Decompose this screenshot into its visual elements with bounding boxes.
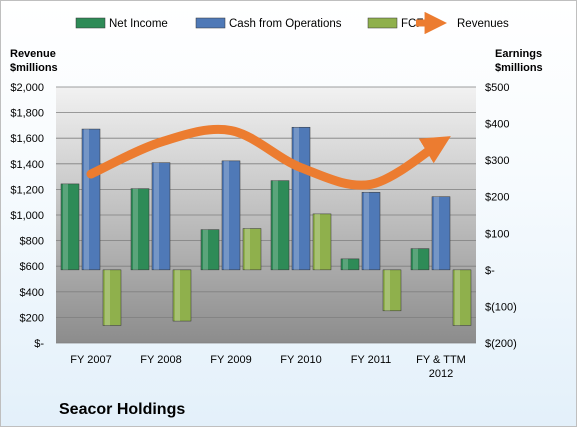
right-tick-label: $400 [485,119,509,131]
bar-highlight [455,269,460,326]
right-tick-label: $(200) [485,338,517,350]
bar-cash-from-operations [81,128,101,271]
bar-highlight [133,188,138,270]
bar-fcf [102,269,122,326]
left-tick-label: $1,400 [10,159,44,171]
bar-net-income [60,183,80,271]
revenue-line-path [86,124,451,190]
bar-fcf [452,269,472,326]
bar-net-income [340,258,360,271]
x-tick-label: FY & TTM [416,354,466,366]
bar-highlight [315,213,320,270]
bar-highlight [84,129,89,270]
bar-highlight [63,183,68,270]
bar-highlight [105,269,110,326]
chart-title: Seacor Holdings [59,401,185,418]
bar-fcf [312,213,332,271]
x-tick-label: FY 2007 [70,354,111,366]
right-axis-title-line2: $millions [495,62,543,74]
right-tick-label: $- [485,265,495,277]
left-tick-label: $600 [20,261,44,273]
legend-label-net-income: Net Income [109,18,168,30]
bar-fcf [172,269,192,322]
legend-swatch-net-income [75,17,106,29]
legend-label-cash-from-operations: Cash from Operations [229,18,342,30]
legend: Net Income Cash from Operations FCF Revenue… [75,11,509,35]
legend-label-revenues: Revenues [457,18,509,30]
legend-swatch-cash-from-operations [195,17,226,29]
left-tick-label: $1,800 [10,108,44,120]
bars [60,126,472,326]
left-axis-title-line1: Revenue [10,48,56,60]
bar-highlight [175,269,180,322]
bar-fcf [382,269,402,312]
bar-net-income [200,229,220,271]
left-tick-label: $1,600 [10,133,44,145]
left-tick-label: $400 [20,287,44,299]
bar-cash-from-operations [221,160,241,271]
left-tick-label: $800 [20,236,44,248]
bar-fcf [242,228,262,271]
x-tick-label: FY 2009 [210,354,251,366]
right-axis-ticks: $(200) $(100) $- $100 $200 $300 $400 $500 [485,82,517,350]
bar-cash-from-operations [431,196,451,271]
bar-highlight [364,192,369,270]
bar-highlight [203,229,208,270]
left-tick-label: $200 [20,312,44,324]
left-tick-label: $- [34,338,44,350]
gridlines [56,86,476,344]
right-tick-label: $(100) [485,301,517,313]
bar-cash-from-operations [151,162,171,271]
bar-net-income [130,188,150,271]
left-axis-title-line2: $millions [10,62,58,74]
revenue-line [86,124,451,190]
left-axis-ticks: $- $200 $400 $600 $800 $1,000 $1,200 $1,400 $1,6… [10,82,44,350]
x-tick-label: FY 2010 [280,354,321,366]
bar-net-income [270,180,290,271]
left-tick-label: $1,200 [10,184,44,196]
left-tick-label: $1,000 [10,210,44,222]
x-tick-label: FY 2011 [351,354,392,366]
bar-highlight [413,248,418,270]
right-tick-label: $100 [485,228,509,240]
bar-highlight [154,162,159,270]
legend-swatch-fcf [367,17,398,29]
left-tick-label: $2,000 [10,82,44,94]
x-tick-label: FY 2008 [140,354,181,366]
x-axis-ticks: FY 2007 FY 2008 FY 2009 FY 2010 FY 2011 FY & … [70,354,466,380]
bar-cash-from-operations [361,192,381,271]
bar-highlight [245,228,250,270]
right-tick-label: $500 [485,82,509,94]
bar-net-income [410,248,430,271]
right-tick-label: $300 [485,155,509,167]
x-tick-label: 2012 [429,368,453,380]
bar-highlight [434,196,439,270]
bar-highlight [385,269,390,311]
bar-highlight [343,258,348,270]
bar-highlight [224,160,229,270]
bar-highlight [273,180,278,270]
bar-highlight [294,127,299,270]
right-axis-title-line1: Earnings [495,48,542,60]
right-tick-label: $200 [485,192,509,204]
